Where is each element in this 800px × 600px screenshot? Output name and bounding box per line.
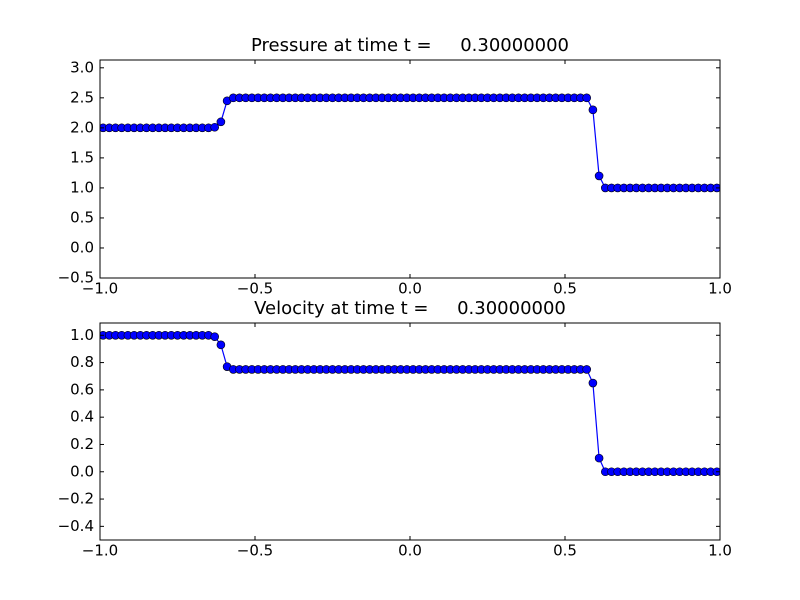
y-tick-label: 0.5 [70, 208, 94, 226]
x-tick-label: 1.0 [708, 542, 732, 560]
y-tick-label: −0.2 [58, 490, 94, 508]
y-tick-label: 0.8 [70, 353, 94, 371]
data-marker [216, 340, 226, 350]
data-marker [582, 93, 592, 103]
x-tick-label: 1.0 [708, 280, 732, 298]
data-line [103, 97, 717, 189]
y-tick-label: 0.2 [70, 435, 94, 453]
subplot: −1.0 −0.5 0.0 0.5 1.0−0.50.00.51.01.52.02.53… [58, 35, 732, 298]
y-tick-label: 2.5 [70, 88, 94, 106]
data-marker [582, 365, 592, 374]
data-marker [210, 332, 219, 341]
data-line [103, 334, 717, 473]
y-tick-label: 2.0 [70, 118, 94, 136]
chart-title: Velocity at time t = 0.30000000 [254, 298, 566, 319]
data-marker [594, 453, 604, 463]
y-tick-label: −0.5 [58, 269, 94, 287]
y-tick-label: 3.0 [70, 58, 94, 76]
data-marker [588, 105, 598, 115]
data-marker [210, 122, 219, 132]
y-tick-label: 1.0 [70, 178, 94, 196]
y-tick-label: 0.0 [70, 462, 94, 480]
data-marker [216, 117, 226, 127]
x-tick-label: 0.5 [553, 280, 577, 298]
data-marker [588, 378, 598, 388]
x-tick-label: −0.5 [237, 280, 273, 298]
axes-frame [99, 59, 721, 279]
y-tick-label: 1.5 [70, 148, 94, 166]
subplot: −1.0 −0.5 0.0 0.5 1.0 −0.4 −0.2 0.0 0.2 0.4 0.6 0.8… [58, 298, 732, 560]
y-tick-label: −0.4 [58, 517, 94, 535]
x-tick-label: −1.0 [82, 542, 118, 560]
y-tick-label: 0.6 [70, 380, 94, 398]
x-tick-label: 0.0 [398, 280, 422, 298]
y-tick-label: 0.0 [70, 238, 94, 256]
x-tick-label: 0.0 [398, 542, 422, 560]
plot-area [100, 93, 720, 193]
x-tick-label: −0.5 [237, 542, 273, 560]
data-marker [594, 171, 604, 181]
chart-title: Pressure at time t = 0.30000000 [251, 35, 569, 56]
x-tick-label: 0.5 [553, 542, 577, 560]
axes-frame [99, 322, 721, 541]
y-tick-label: 1.0 [70, 326, 94, 344]
plot-area [100, 330, 720, 477]
x-tick-label: −1.0 [82, 280, 118, 298]
y-tick-label: 0.4 [70, 408, 94, 426]
